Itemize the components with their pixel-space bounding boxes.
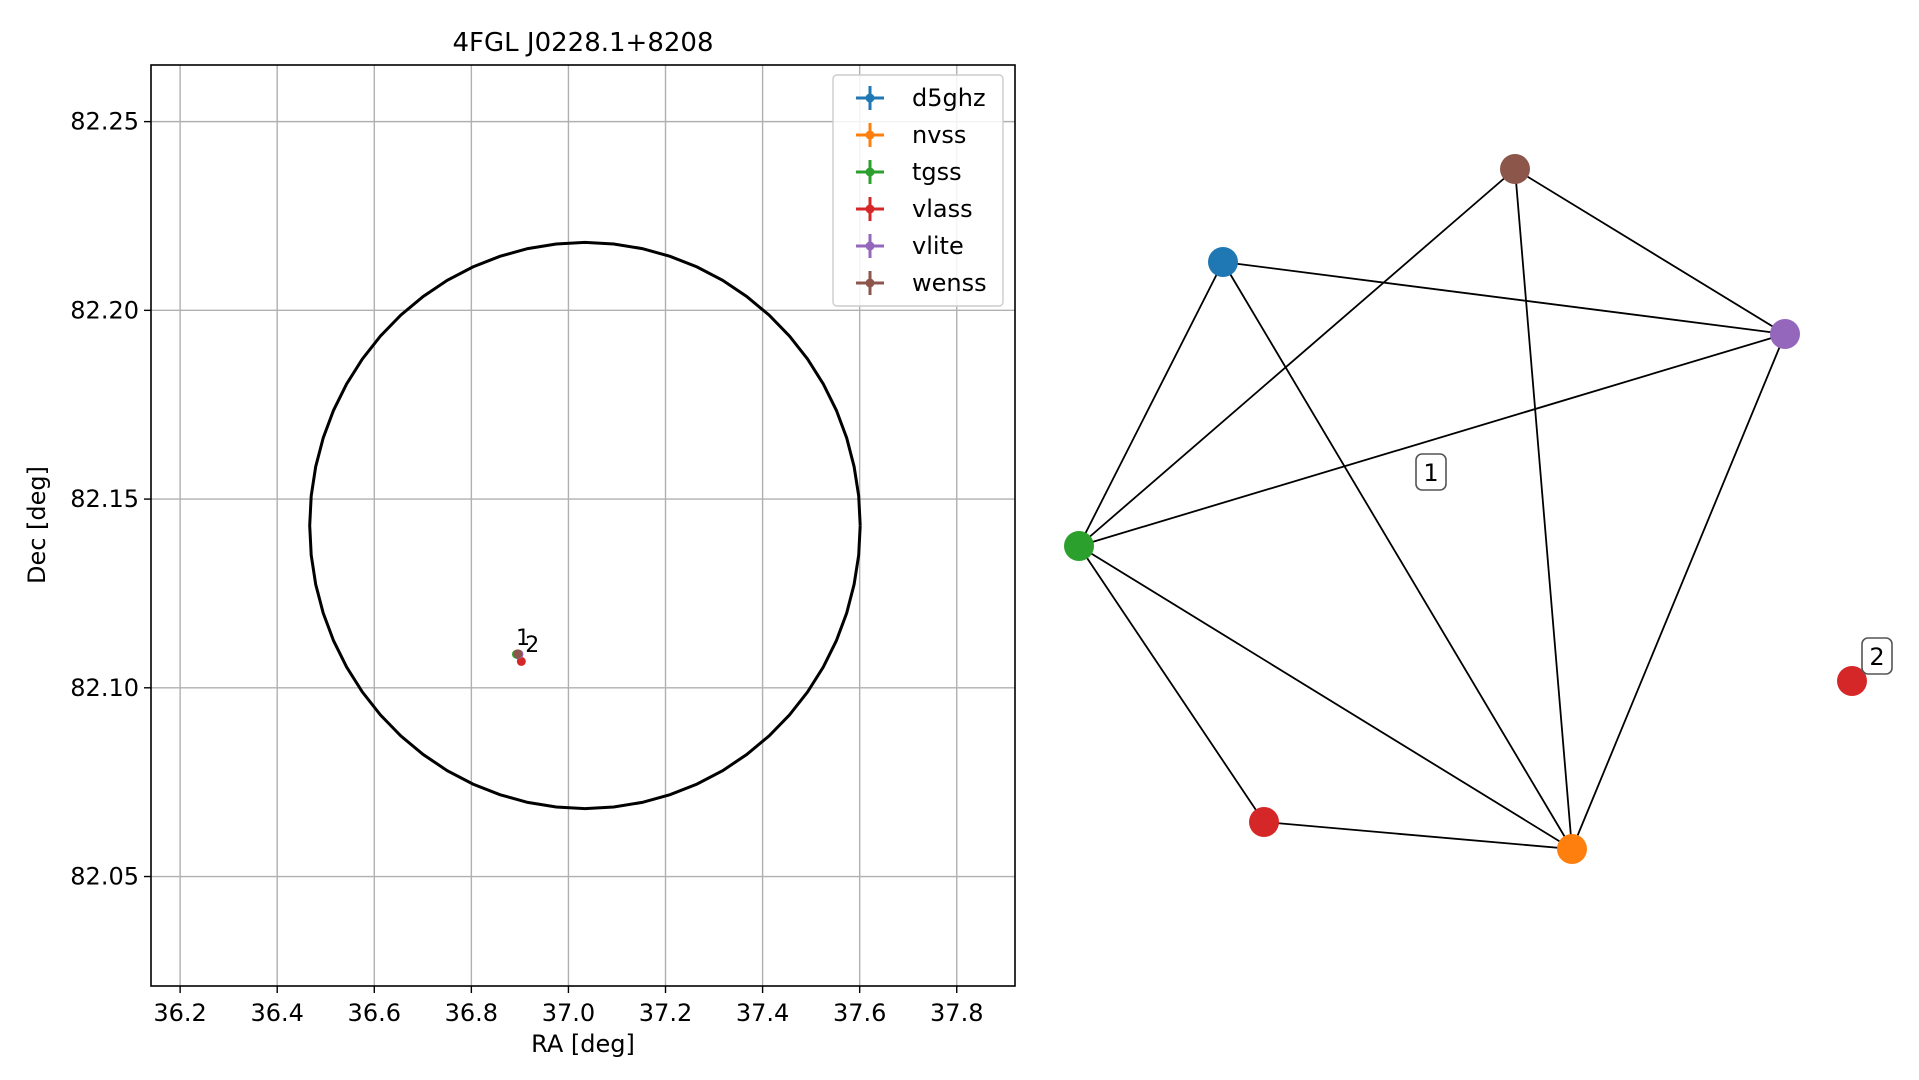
legend-box bbox=[832, 74, 1004, 307]
legend-dot-tgss bbox=[865, 167, 875, 177]
legend-dot-nvss bbox=[865, 130, 875, 140]
node-vlite[interactable] bbox=[1770, 319, 1800, 349]
x-axis-ticks: 36.2 36.4 36.6 36.8 37.0 37.2 37.4 37.6 37.8 bbox=[153, 986, 983, 1027]
edge-d5ghz-tgss bbox=[1078, 261, 1224, 547]
legend-dot-wenss bbox=[865, 278, 875, 288]
network-nodes bbox=[1064, 154, 1867, 864]
node-wenss[interactable] bbox=[1500, 154, 1530, 184]
x-tick-label: 36.2 bbox=[153, 999, 206, 1027]
legend-label-wenss: wenss bbox=[912, 269, 987, 297]
node-tgss[interactable] bbox=[1064, 531, 1094, 561]
localization-ellipse bbox=[308, 240, 862, 811]
network-edges bbox=[1078, 168, 1786, 850]
point-wenss bbox=[513, 649, 523, 659]
edge-tgss-vlass_1 bbox=[1078, 545, 1265, 823]
y-tick-label: 82.20 bbox=[70, 296, 139, 324]
edge-d5ghz-vlite bbox=[1222, 261, 1786, 335]
group-label: 2 bbox=[1869, 643, 1884, 671]
edge-vlite-nvss bbox=[1571, 333, 1786, 850]
node-nvss[interactable] bbox=[1557, 834, 1587, 864]
y-tick-label: 82.10 bbox=[70, 674, 139, 702]
x-tick-label: 36.6 bbox=[348, 999, 401, 1027]
legend-dot-vlass bbox=[865, 204, 875, 214]
x-tick-label: 37.8 bbox=[930, 999, 983, 1027]
edge-wenss-vlite bbox=[1514, 168, 1786, 335]
node-vlass_1[interactable] bbox=[1249, 807, 1279, 837]
point-annotations: 12 bbox=[516, 626, 539, 658]
edge-wenss-tgss bbox=[1078, 168, 1516, 547]
chart-title: 4FGL J0228.1+8208 bbox=[453, 28, 714, 58]
legend-label-tgss: tgss bbox=[912, 158, 962, 186]
y-tick-label: 82.05 bbox=[70, 863, 139, 891]
x-tick-label: 37.0 bbox=[542, 999, 595, 1027]
network-group-labels: 12 bbox=[1415, 453, 1893, 675]
point-annotation: 2 bbox=[525, 633, 539, 658]
edge-tgss-nvss bbox=[1078, 545, 1573, 850]
legend-label-vlite: vlite bbox=[912, 232, 964, 260]
localization-ellipse-group bbox=[308, 240, 862, 811]
point-annotation: 1 bbox=[516, 626, 530, 651]
point-vlass bbox=[516, 656, 526, 666]
y-tick-label: 82.15 bbox=[70, 485, 139, 513]
legend[interactable]: d5ghz nvss tgss vlass vlite wenss bbox=[832, 74, 1004, 307]
legend-dot-vlite bbox=[865, 241, 875, 251]
edge-vlite-tgss bbox=[1078, 333, 1786, 547]
y-tick-label: 82.25 bbox=[70, 108, 139, 136]
group-label: 1 bbox=[1423, 459, 1438, 487]
node-d5ghz[interactable] bbox=[1208, 247, 1238, 277]
legend-label-nvss: nvss bbox=[912, 121, 966, 149]
x-tick-label: 37.2 bbox=[639, 999, 692, 1027]
edge-d5ghz-nvss bbox=[1222, 261, 1573, 850]
legend-dot-d5ghz bbox=[865, 93, 875, 103]
node-vlass_2[interactable] bbox=[1837, 666, 1867, 696]
edge-vlass_1-nvss bbox=[1263, 821, 1573, 850]
group-label-box bbox=[1415, 453, 1447, 491]
x-tick-label: 37.4 bbox=[736, 999, 789, 1027]
y-axis-label: Dec [deg] bbox=[23, 466, 51, 584]
source-points bbox=[512, 649, 526, 666]
x-tick-label: 36.8 bbox=[445, 999, 498, 1027]
group-label-box bbox=[1861, 637, 1893, 675]
y-axis-ticks: 82.05 82.10 82.15 82.20 82.25 bbox=[70, 108, 151, 891]
plot-frame bbox=[150, 64, 1016, 987]
x-tick-label: 36.4 bbox=[250, 999, 303, 1027]
legend-label-vlass: vlass bbox=[912, 195, 973, 223]
x-tick-label: 37.6 bbox=[833, 999, 886, 1027]
x-axis-label: RA [deg] bbox=[531, 1030, 635, 1058]
edge-wenss-nvss bbox=[1514, 168, 1573, 850]
legend-label-d5ghz: d5ghz bbox=[912, 84, 986, 112]
